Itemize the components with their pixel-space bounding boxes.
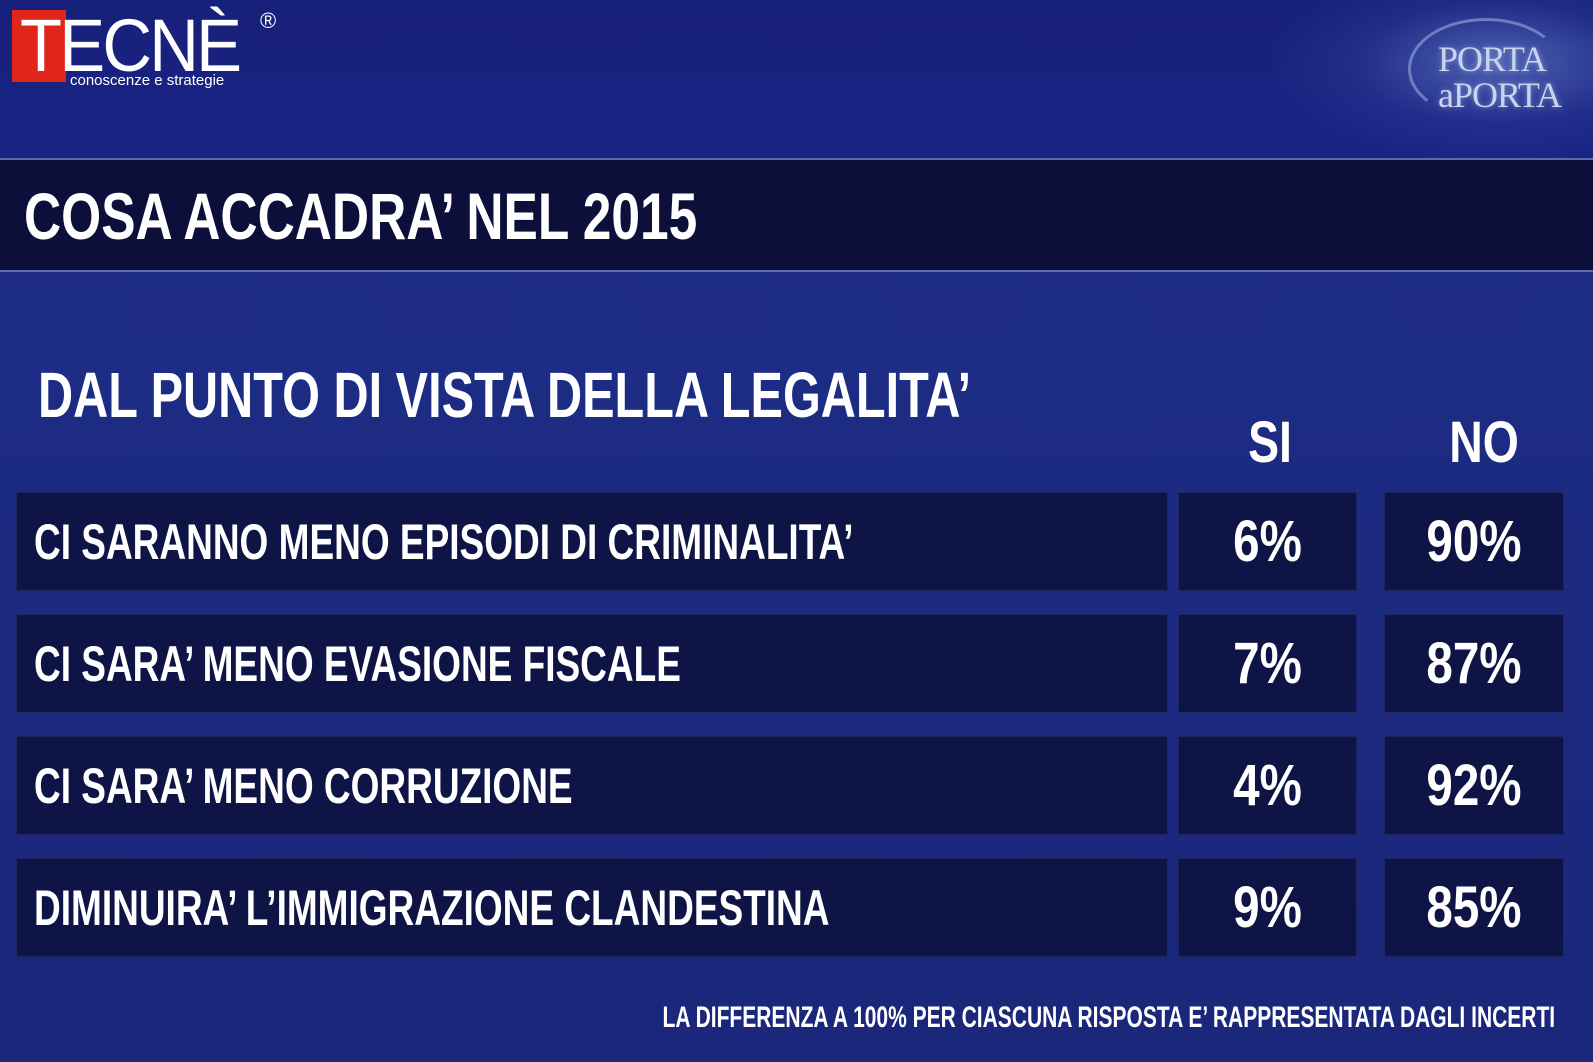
value-no: 87%	[1426, 631, 1522, 696]
row-label: DIMINUIRA’ L’IMMIGRAZIONE CLANDESTINA	[34, 880, 830, 936]
table-cell-si: 9%	[1178, 858, 1357, 957]
row-label: CI SARA’ MENO CORRUZIONE	[34, 758, 573, 814]
table-cell-si: 4%	[1178, 736, 1357, 835]
value-si: 9%	[1233, 875, 1302, 940]
table-cell-si: 7%	[1178, 614, 1357, 713]
column-header-no: NO	[1449, 410, 1519, 475]
table-row-label-cell: DIMINUIRA’ L’IMMIGRAZIONE CLANDESTINA	[16, 858, 1168, 957]
porta-logo-line2: aPORTA	[1438, 75, 1562, 115]
table-cell-si: 6%	[1178, 492, 1357, 591]
porta-a-porta-logo: PORTA aPORTA	[1408, 10, 1568, 120]
value-si: 4%	[1233, 753, 1302, 818]
porta-logo-line1: PORTA	[1438, 39, 1547, 79]
tecne-tagline: conoscenze e strategie	[70, 72, 225, 89]
table-cell-no: 87%	[1384, 614, 1564, 713]
page-title: COSA ACCADRA’ NEL 2015	[24, 179, 698, 253]
tecne-logo-wordmark: TECNÈ	[20, 4, 242, 87]
column-header-si: SI	[1248, 410, 1292, 475]
table-cell-no: 90%	[1384, 492, 1564, 591]
value-no: 85%	[1426, 875, 1522, 940]
title-band: COSA ACCADRA’ NEL 2015	[0, 158, 1593, 272]
table-row-label-cell: CI SARANNO MENO EPISODI DI CRIMINALITA’	[16, 492, 1168, 591]
section-subtitle: DAL PUNTO DI VISTA DELLA LEGALITA’	[38, 359, 972, 431]
table-cell-no: 92%	[1384, 736, 1564, 835]
table-row-label-cell: CI SARA’ MENO CORRUZIONE	[16, 736, 1168, 835]
table-cell-no: 85%	[1384, 858, 1564, 957]
tecne-logo: TECNÈ ® conoscenze e strategie	[12, 6, 302, 90]
value-si: 7%	[1233, 631, 1302, 696]
porta-logo-ring	[1408, 18, 1564, 120]
row-label: CI SARANNO MENO EPISODI DI CRIMINALITA’	[34, 514, 854, 570]
value-no: 90%	[1426, 509, 1522, 574]
tecne-logo-red-box	[12, 10, 66, 82]
value-no: 92%	[1426, 753, 1522, 818]
row-label: CI SARA’ MENO EVASIONE FISCALE	[34, 636, 681, 692]
value-si: 6%	[1233, 509, 1302, 574]
tecne-registered-mark: ®	[260, 8, 277, 33]
table-row-label-cell: CI SARA’ MENO EVASIONE FISCALE	[16, 614, 1168, 713]
footnote: LA DIFFERENZA A 100% PER CIASCUNA RISPOS…	[662, 1001, 1555, 1034]
